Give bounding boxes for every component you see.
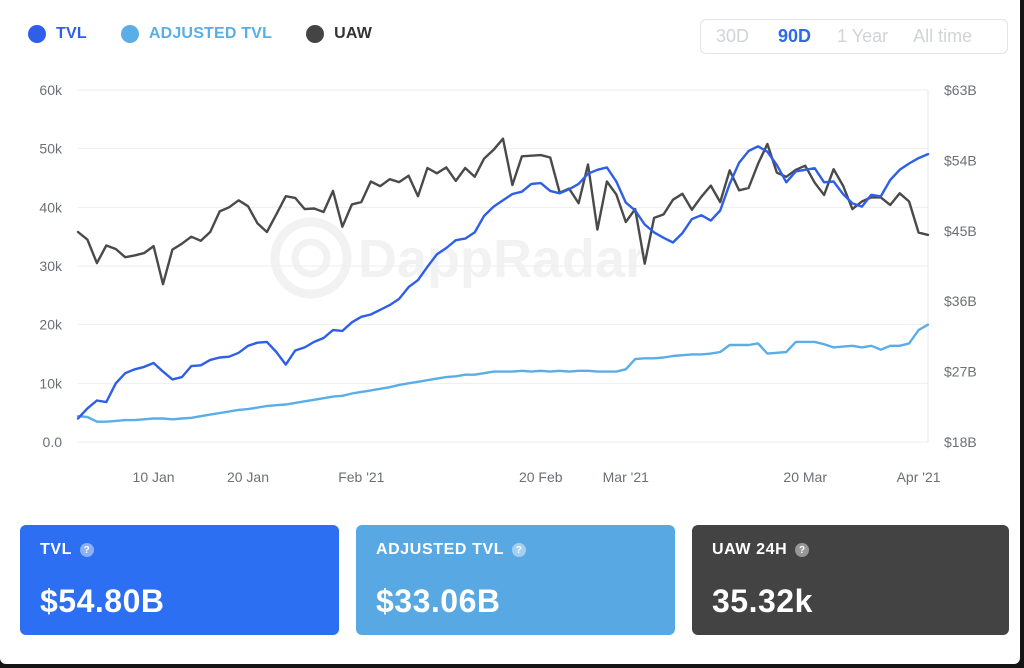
y-right-tick-label: $36B [944, 293, 977, 309]
stat-value-uaw: 35.32k [712, 583, 813, 619]
grid-lines [78, 89, 928, 443]
range-option-90d[interactable]: 90D [778, 26, 812, 46]
range-option-1-year[interactable]: 1 Year [837, 26, 889, 46]
y-right-tick-label: $27B [944, 364, 977, 380]
y-left-tick-label: 40k [39, 199, 63, 215]
stat-title-row: UAW 24H ? [712, 541, 810, 559]
range-option-all-time[interactable]: All time [913, 26, 973, 46]
stat-title-tvl: TVL [40, 541, 73, 558]
help-icon[interactable]: ? [80, 543, 95, 557]
x-tick-label: 20 Feb [519, 469, 563, 485]
stat-card-uaw: UAW 24H ? 35.32k [692, 525, 1009, 635]
y-left-tick-label: 20k [39, 317, 63, 333]
x-tick-label: 20 Jan [227, 469, 269, 485]
dappradar-watermark: DappRadar [270, 217, 646, 299]
legend-item-uaw[interactable]: UAW [306, 25, 372, 43]
chart-legend: TVL ADJUSTED TVL UAW [28, 25, 372, 43]
x-tick-label: Mar '21 [603, 469, 649, 485]
stat-title-uaw: UAW 24H [712, 541, 788, 558]
x-axis: 10 Jan 20 Jan Feb '21 20 Feb Mar '21 20 Mar Ap… [133, 90, 941, 485]
help-icon[interactable]: ? [795, 543, 810, 557]
watermark-logo-inner-icon [291, 238, 331, 278]
tvl-uaw-line-chart: DappRadar 0.0 10k 20k 30k 40k 50k 60k $18B $27B… [39, 82, 977, 485]
stat-title-row: ADJUSTED TVL ? [376, 541, 527, 559]
series-line-uaw [76, 137, 930, 286]
x-tick-label: Feb '21 [338, 469, 384, 485]
stat-card-adjusted-tvl: ADJUSTED TVL ? $33.06B [356, 525, 675, 635]
watermark-logo-icon [270, 217, 352, 299]
legend-dot-icon [120, 25, 139, 43]
y-axis-right: $18B $27B $36B $45B $54B $63B [944, 82, 977, 450]
series-line-adjusted-tvl [76, 323, 930, 423]
legend-dot-icon [28, 25, 46, 43]
y-left-tick-label: 50k [39, 141, 63, 157]
range-option-30d[interactable]: 30D [716, 26, 750, 46]
legend-item-tvl[interactable]: TVL [28, 25, 87, 43]
time-range-selector: 30D 90D 1 Year All time [700, 19, 1008, 54]
stat-card-tvl: TVL ? $54.80B [20, 525, 339, 635]
y-left-tick-label: 30k [39, 258, 63, 274]
y-right-tick-label: $18B [944, 434, 977, 450]
series-line-tvl [76, 145, 930, 420]
stat-value-tvl: $54.80B [40, 583, 165, 619]
stat-title-adjusted-tvl: ADJUSTED TVL [376, 541, 505, 558]
x-tick-label: 10 Jan [133, 469, 175, 485]
watermark-text: DappRadar [358, 229, 646, 289]
y-left-tick-label: 10k [39, 375, 63, 391]
y-axis-left: 0.0 10k 20k 30k 40k 50k 60k [39, 82, 63, 450]
y-left-tick-label: 60k [39, 82, 63, 98]
stat-title-row: TVL ? [40, 541, 95, 559]
series-lines [76, 137, 930, 423]
x-tick-label: Apr '21 [897, 469, 941, 485]
y-right-tick-label: $63B [944, 82, 977, 98]
legend-label-adjusted-tvl: ADJUSTED TVL [148, 25, 273, 42]
stat-value-adjusted-tvl: $33.06B [376, 583, 501, 619]
y-left-tick-label: 0.0 [43, 434, 63, 450]
x-tick-label: 20 Mar [783, 469, 827, 485]
legend-item-adjusted-tvl[interactable]: ADJUSTED TVL [120, 25, 273, 43]
y-right-tick-label: $45B [944, 223, 977, 239]
help-icon[interactable]: ? [512, 543, 527, 557]
legend-label-tvl: TVL [56, 25, 87, 42]
y-right-tick-label: $54B [944, 152, 977, 168]
legend-dot-icon [306, 25, 325, 43]
legend-label-uaw: UAW [334, 25, 373, 42]
